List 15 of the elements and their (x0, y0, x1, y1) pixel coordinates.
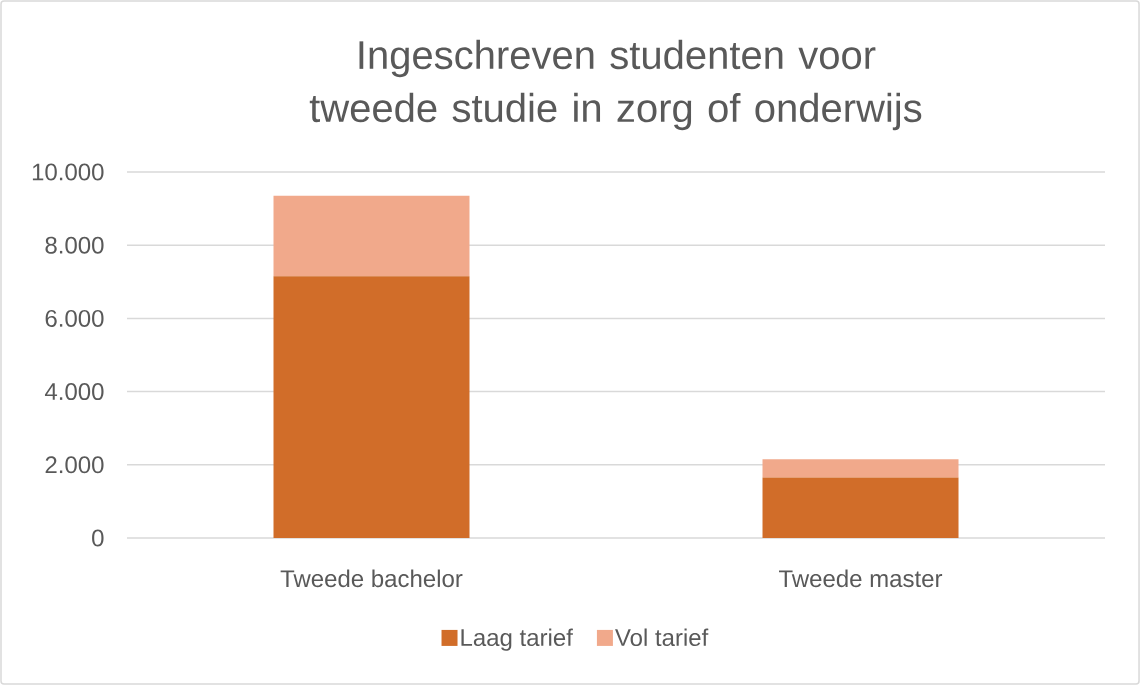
bar (762, 459, 959, 478)
y-tick-label: 10.000 (32, 163, 104, 181)
x-tick-label: Tweede bachelor (280, 569, 463, 588)
legend-label: Laag tarief (461, 628, 573, 651)
chart-title: Ingeschreven studenten voor tweede studie in zorg of onderwijs (309, 39, 922, 131)
bar (762, 477, 959, 538)
y-tick-label: 6.000 (45, 309, 104, 327)
bar (273, 195, 470, 277)
y-tick-label: 0 (92, 529, 104, 547)
legend-label: Vol tarief (615, 628, 709, 647)
bar (273, 276, 470, 538)
y-tick-label: 4.000 (44, 383, 104, 401)
y-tick-label: 8.000 (45, 236, 104, 254)
x-tick-label: Tweede master (779, 569, 943, 588)
y-tick-label: 2.000 (45, 456, 104, 474)
